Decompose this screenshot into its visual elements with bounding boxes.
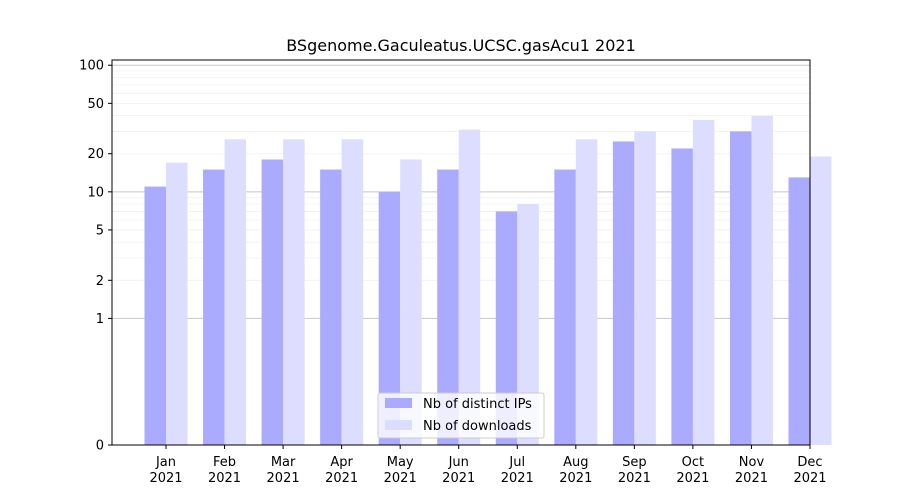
bar-downloads xyxy=(575,139,598,445)
y-tick-label: 1 xyxy=(96,312,104,327)
x-tick-label: Sep 2021 xyxy=(618,455,651,486)
bar-downloads xyxy=(810,156,832,446)
bar-downloads xyxy=(341,139,364,445)
bar-distinct-ips xyxy=(671,148,693,445)
bar-downloads xyxy=(166,162,188,445)
bar-downloads xyxy=(517,204,539,445)
legend: Nb of distinct IPs Nb of downloads xyxy=(377,392,545,439)
bar-downloads xyxy=(634,131,656,445)
y-tick-label: 100 xyxy=(79,59,104,74)
bar-downloads xyxy=(283,139,305,445)
x-tick-label: Jun 2021 xyxy=(442,455,475,486)
y-tick-label: 20 xyxy=(87,147,104,162)
legend-frame xyxy=(377,392,545,439)
bar-downloads xyxy=(224,139,247,445)
plot-frame xyxy=(111,59,811,446)
bar-downloads xyxy=(400,159,422,445)
bars xyxy=(144,115,832,446)
x-tick-label: Apr 2021 xyxy=(325,455,358,486)
x-tick-label: May 2021 xyxy=(384,455,417,486)
bar-distinct-ips xyxy=(378,191,401,445)
chart-title: BSgenome.Gaculeatus.UCSC.gasAcu1 2021 xyxy=(286,36,636,55)
x-tick-label: Mar 2021 xyxy=(267,455,300,486)
y-tick-label: 50 xyxy=(87,97,104,112)
bar-downloads xyxy=(692,119,715,445)
bar-distinct-ips xyxy=(261,159,284,445)
legend-swatch-downloads xyxy=(385,420,412,430)
x-tick-label: Aug 2021 xyxy=(559,455,592,486)
x-tick-label: Jul 2021 xyxy=(501,455,534,486)
bar-distinct-ips xyxy=(612,141,635,445)
x-axis: Jan 2021 Feb 2021 Mar 2021 Apr 2021 May 2021 Jun 20… xyxy=(149,445,827,486)
bar-distinct-ips xyxy=(729,131,752,445)
y-tick-label: 2 xyxy=(96,274,104,289)
x-tick-label: Dec 2021 xyxy=(793,455,826,486)
bar-downloads xyxy=(458,129,481,445)
x-tick-label: Oct 2021 xyxy=(676,455,709,486)
x-tick-label: Feb 2021 xyxy=(208,455,241,486)
y-tick-label: 5 xyxy=(96,223,104,238)
bar-distinct-ips xyxy=(203,169,225,445)
legend-label-distinct-ips: Nb of distinct IPs xyxy=(423,397,532,412)
legend-label-downloads: Nb of downloads xyxy=(423,419,532,434)
bar-distinct-ips xyxy=(788,177,810,446)
x-tick-label: Jan 2021 xyxy=(149,455,182,486)
y-tick-label: 10 xyxy=(87,185,104,200)
bar-distinct-ips xyxy=(495,211,518,445)
bar-distinct-ips xyxy=(554,169,576,445)
legend-swatch-distinct-ips xyxy=(385,398,412,408)
y-axis: 0 1 2 5 10 20 50 100 xyxy=(79,59,112,454)
bar-distinct-ips xyxy=(437,169,459,445)
bar-distinct-ips xyxy=(144,186,166,446)
x-tick-label: Nov 2021 xyxy=(735,455,768,486)
y-tick-label: 0 xyxy=(96,439,104,454)
bar-distinct-ips xyxy=(320,169,342,445)
bar-downloads xyxy=(751,115,773,445)
